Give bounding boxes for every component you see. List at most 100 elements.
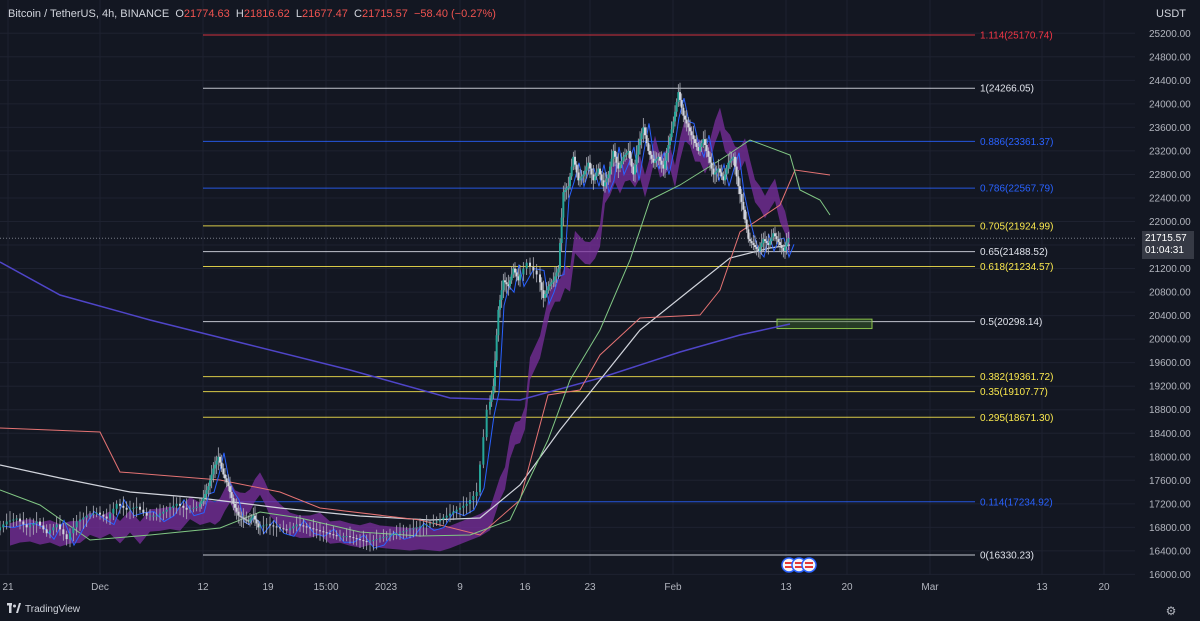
candle-body <box>759 246 761 251</box>
candle-body <box>12 519 15 521</box>
candle-body <box>159 513 161 516</box>
candle-body <box>675 101 678 112</box>
candle-body <box>55 524 58 528</box>
candle-body <box>585 166 588 171</box>
candle-body <box>237 511 240 516</box>
candle-body <box>129 508 131 510</box>
candle-body <box>619 164 621 169</box>
candle-body <box>29 525 31 528</box>
time-axis: 21 Dec 12 19 15:00 2023 9 16 23 Feb 13 20 Mar 13 20 <box>2 582 1110 593</box>
candle-body <box>615 156 618 163</box>
time-tick-label: 16 <box>519 582 531 593</box>
candle-body <box>432 522 435 524</box>
candle-body <box>610 158 613 167</box>
candle-body <box>690 131 693 136</box>
candle-body <box>379 538 381 540</box>
candle-body <box>739 186 741 195</box>
candle-body <box>635 154 638 165</box>
candle-body <box>500 290 503 300</box>
candle-body <box>760 243 763 247</box>
candle-body <box>594 176 596 181</box>
symbol-title[interactable]: Bitcoin / TetherUS, 4h, BINANCE <box>8 8 170 20</box>
candle-body <box>185 507 188 510</box>
candle-body <box>727 162 730 169</box>
candle-body <box>199 503 201 507</box>
candle-body <box>649 150 651 155</box>
candle-body <box>405 530 408 532</box>
candle-body <box>205 490 208 495</box>
fib-label: 0.65(21488.52) <box>980 247 1048 258</box>
candle-body <box>235 507 238 512</box>
currency-label[interactable]: USDT <box>1156 8 1186 20</box>
candle-body <box>650 154 653 159</box>
candle-body <box>655 158 658 161</box>
fib-label: 0.295(18671.30) <box>980 413 1053 424</box>
candle-body <box>674 111 676 122</box>
candle-body <box>109 513 111 519</box>
candle-body <box>492 386 495 395</box>
candle-body <box>682 107 685 116</box>
fib-label: 0.886(23361.37) <box>980 137 1053 148</box>
time-tick-label: 15:00 <box>313 582 338 593</box>
candle-body <box>79 519 81 522</box>
candle-body <box>9 520 11 522</box>
candle-body <box>640 133 643 140</box>
candle-body <box>685 119 688 124</box>
candle-body <box>637 145 640 155</box>
candle-body <box>572 156 575 167</box>
candle-body <box>254 515 256 520</box>
span-line <box>0 139 831 541</box>
candle-body <box>234 503 236 508</box>
flag-stripe <box>805 566 813 568</box>
candle-body <box>269 524 271 526</box>
candle-body <box>204 494 206 498</box>
candle-body <box>647 143 650 151</box>
time-tick-label: 21 <box>2 582 14 593</box>
candle-body <box>564 190 566 193</box>
candle-body <box>422 525 425 527</box>
candle-body <box>642 127 645 134</box>
candle-body <box>217 456 220 461</box>
candle-body <box>645 135 648 144</box>
candle-body <box>162 511 165 514</box>
candle-body <box>694 139 696 144</box>
price-tick-label: 21200.00 <box>1149 264 1191 275</box>
candle-body <box>244 518 246 520</box>
gear-icon[interactable]: ⚙ <box>1165 604 1177 618</box>
candle-body <box>560 217 563 244</box>
candle-body <box>365 541 368 543</box>
candle-body <box>102 514 105 517</box>
candle-body <box>732 156 735 159</box>
candle-body <box>555 272 558 277</box>
candle-body <box>734 156 736 167</box>
candle-body <box>135 506 138 508</box>
candle-body <box>189 508 191 510</box>
fib-label: 0(16330.23) <box>980 551 1034 562</box>
price-tick-label: 16800.00 <box>1149 523 1191 534</box>
candle-body <box>315 529 318 531</box>
candle-body <box>155 515 158 517</box>
candle-body <box>565 188 568 191</box>
candle-body <box>242 517 245 519</box>
candle-body <box>607 174 610 179</box>
time-tick-label: Dec <box>91 582 109 593</box>
candle-body <box>399 532 401 534</box>
candle-body <box>485 409 488 438</box>
price-tick-label: 22800.00 <box>1149 170 1191 181</box>
candle-body <box>385 536 388 538</box>
candle-body <box>660 160 663 165</box>
fib-label: 0.114(17234.92) <box>980 497 1053 508</box>
tradingview-logo[interactable]: TradingView <box>7 603 80 616</box>
candle-body <box>355 538 358 540</box>
candle-body <box>207 486 210 491</box>
candle-body <box>452 511 455 514</box>
candle-body <box>442 517 445 520</box>
candle-body <box>575 164 578 173</box>
candle-body <box>704 139 706 146</box>
candle-body <box>445 515 448 518</box>
time-tick-label: Feb <box>664 582 682 593</box>
candle-body <box>744 209 746 220</box>
candle-body <box>614 150 616 157</box>
candle-body <box>149 515 151 517</box>
